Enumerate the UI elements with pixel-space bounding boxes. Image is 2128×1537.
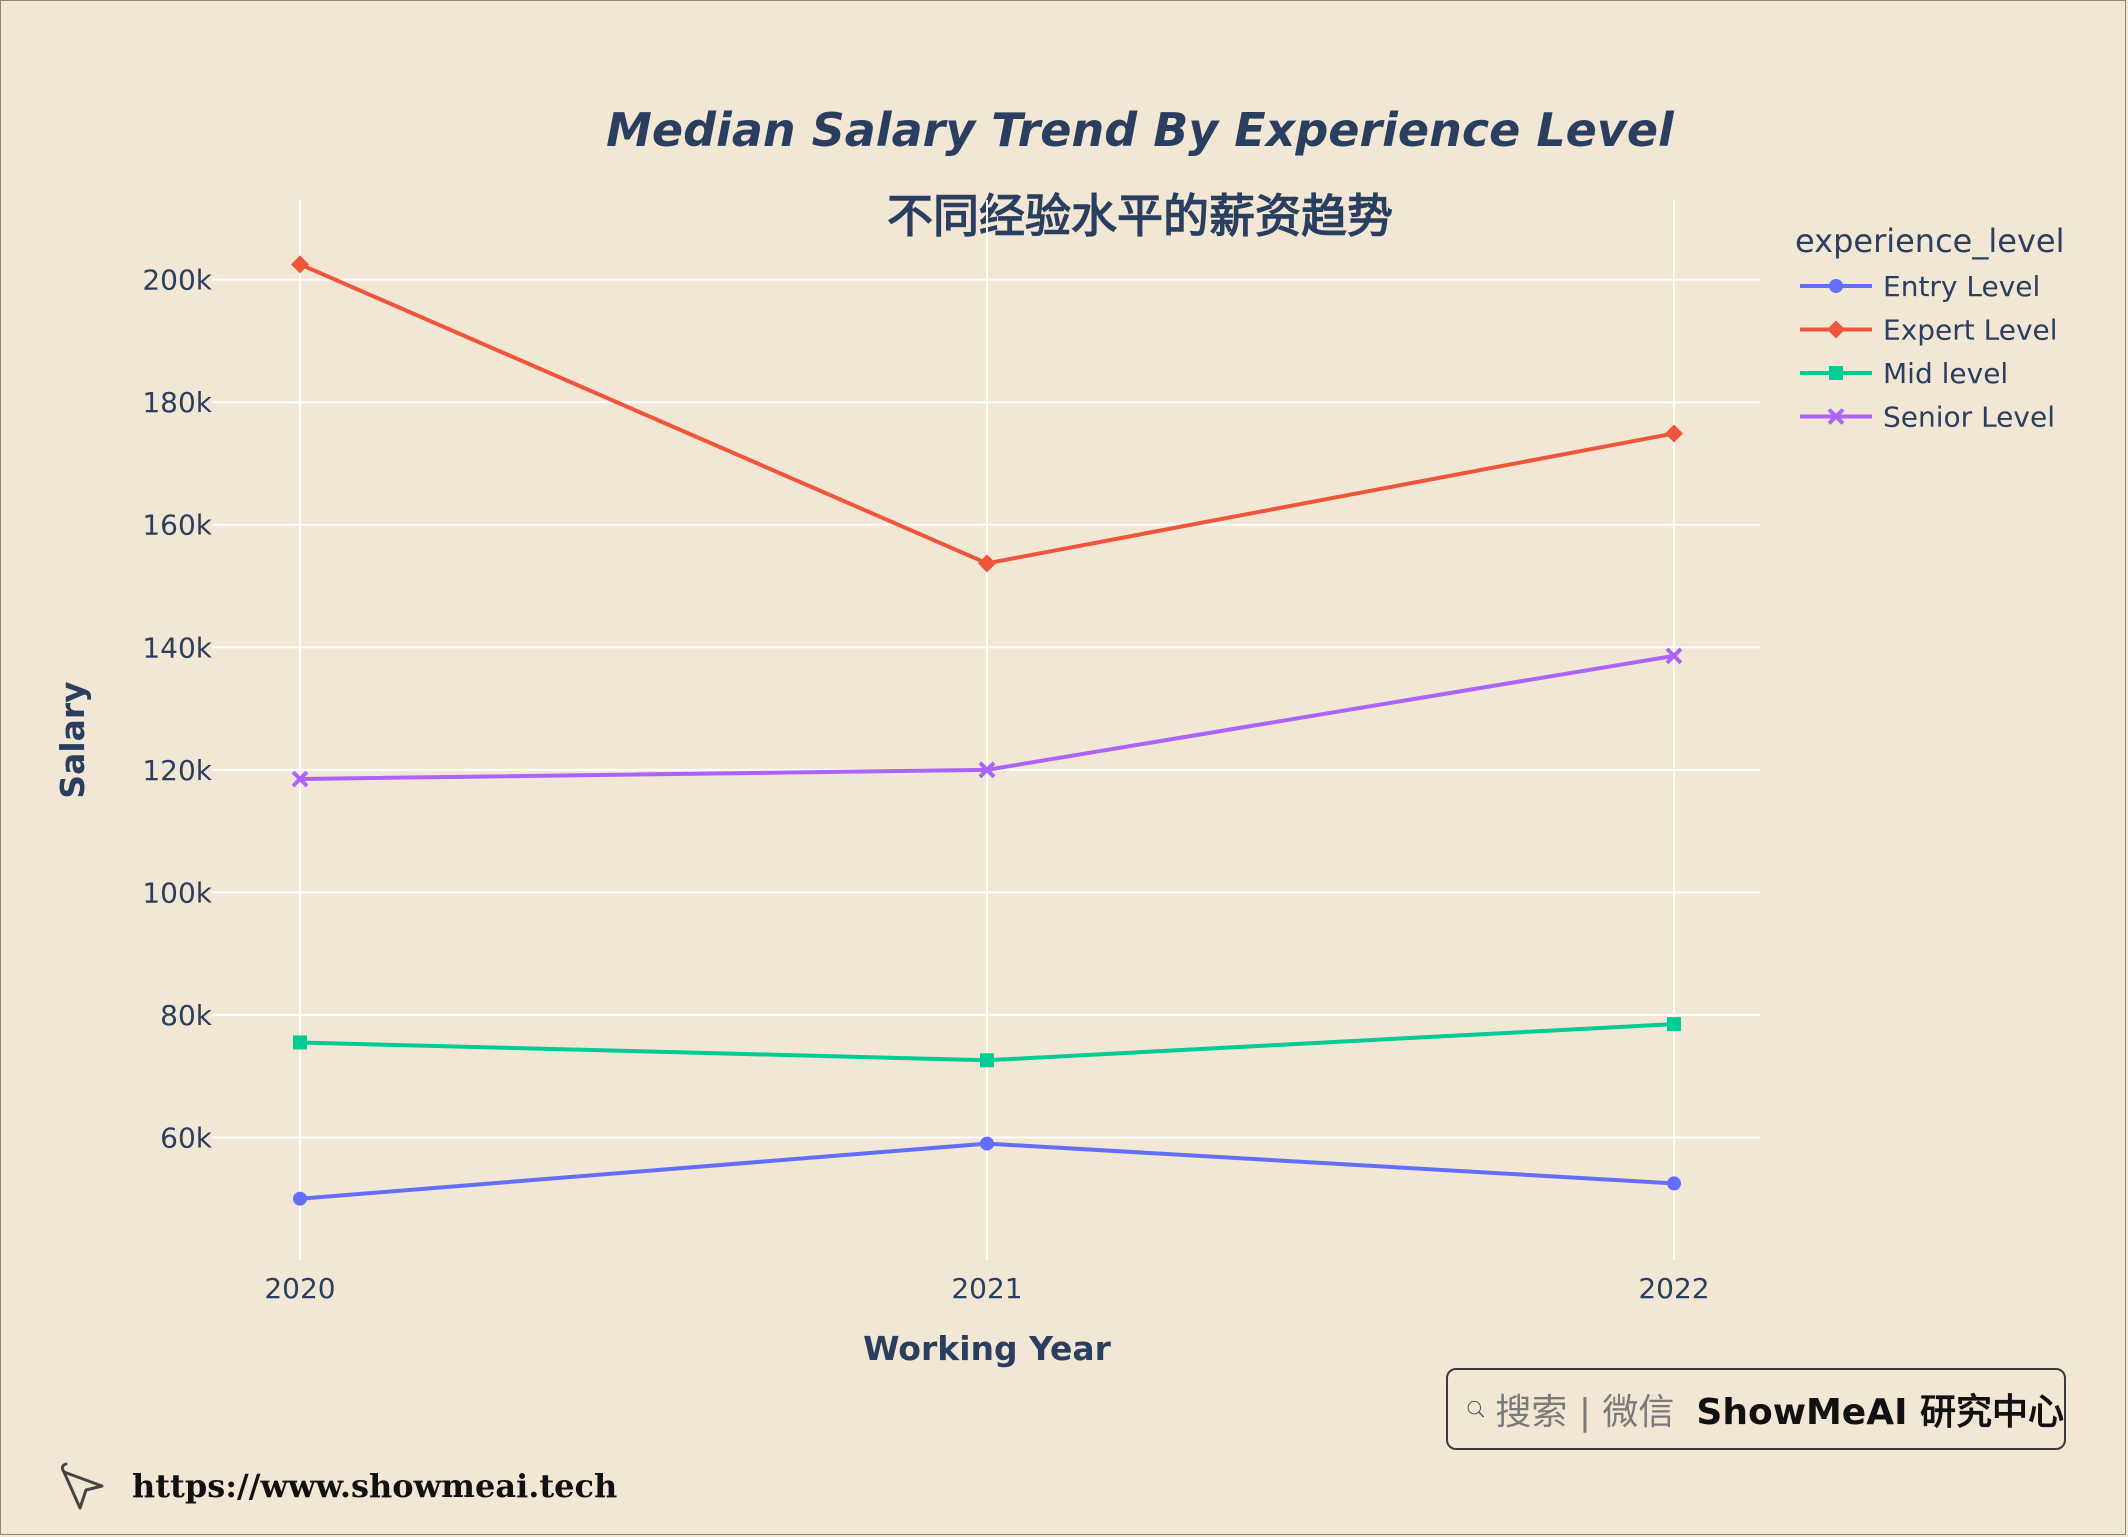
- x-axis-ticks: 2020 2021 2022: [264, 1272, 1709, 1305]
- x-tick-label: 2022: [1638, 1272, 1709, 1305]
- cursor-icon: [60, 1462, 104, 1510]
- legend-marker: [1829, 279, 1843, 293]
- x-tick-label: 2020: [264, 1272, 335, 1305]
- y-tick-label: 200k: [142, 264, 212, 297]
- y-tick-label: 140k: [142, 631, 212, 664]
- y-axis-ticks: 60k 80k 100k 120k 140k 160k 180k 200k: [142, 264, 212, 1155]
- y-tick-label: 120k: [142, 754, 212, 787]
- data-point: [291, 255, 309, 274]
- series-expert-level: [291, 255, 1683, 573]
- data-point: [1667, 1017, 1681, 1032]
- data-point: [980, 1136, 994, 1151]
- x-tick-label: 2021: [951, 1272, 1022, 1305]
- data-point: [980, 1053, 994, 1068]
- y-tick-label: 100k: [142, 876, 212, 909]
- data-point: [293, 1191, 307, 1206]
- legend-label: Mid level: [1883, 357, 2008, 390]
- data-point: [1667, 1176, 1681, 1191]
- legend-item[interactable]: Mid level: [1800, 357, 2008, 390]
- series-senior-level: [291, 647, 1683, 788]
- legend-label: Expert Level: [1883, 314, 2058, 347]
- chart-subtitle: 不同经验水平的薪资趋势: [887, 189, 1393, 243]
- series-mid-level: [293, 1017, 1681, 1068]
- data-point: [293, 1035, 307, 1050]
- legend-label: Entry Level: [1883, 270, 2040, 303]
- legend-item[interactable]: Senior Level: [1800, 401, 2055, 434]
- gridlines: [212, 200, 1760, 1260]
- legend-title: experience_level: [1795, 222, 2064, 260]
- series-layer: [291, 255, 1683, 1206]
- data-point: [978, 761, 996, 779]
- search-hint: 搜索 | 微信: [1495, 1392, 1675, 1433]
- legend-item[interactable]: Expert Level: [1800, 314, 2058, 347]
- legend-label: Senior Level: [1883, 401, 2055, 434]
- footer: https://www.showmeai.tech: [56, 1458, 617, 1514]
- series-entry-level: [293, 1136, 1681, 1206]
- x-axis-title: Working Year: [863, 1329, 1112, 1368]
- legend[interactable]: Entry Level Expert Level Mid level Senior L…: [1800, 270, 2058, 434]
- data-point: [1665, 424, 1683, 443]
- chart-title: Median Salary Trend By Experience Level: [606, 103, 1675, 157]
- website-link[interactable]: https://www.showmeai.tech: [132, 1467, 618, 1505]
- legend-marker: [1827, 320, 1845, 339]
- legend-marker: [1827, 408, 1845, 425]
- data-point: [978, 554, 996, 573]
- data-point: [291, 770, 309, 788]
- y-tick-label: 60k: [160, 1121, 213, 1154]
- y-tick-label: 80k: [160, 999, 213, 1032]
- y-axis-title: Salary: [53, 681, 92, 798]
- search-icon: [1467, 1400, 1485, 1418]
- brand-name: ShowMeAI 研究中心: [1696, 1392, 2064, 1433]
- legend-item[interactable]: Entry Level: [1800, 270, 2040, 303]
- legend-marker: [1829, 366, 1843, 380]
- y-tick-label: 180k: [142, 386, 212, 419]
- search-box[interactable]: 搜索 | 微信 ShowMeAI 研究中心: [1446, 1368, 2066, 1450]
- data-point: [1665, 647, 1683, 665]
- y-tick-label: 160k: [142, 509, 212, 542]
